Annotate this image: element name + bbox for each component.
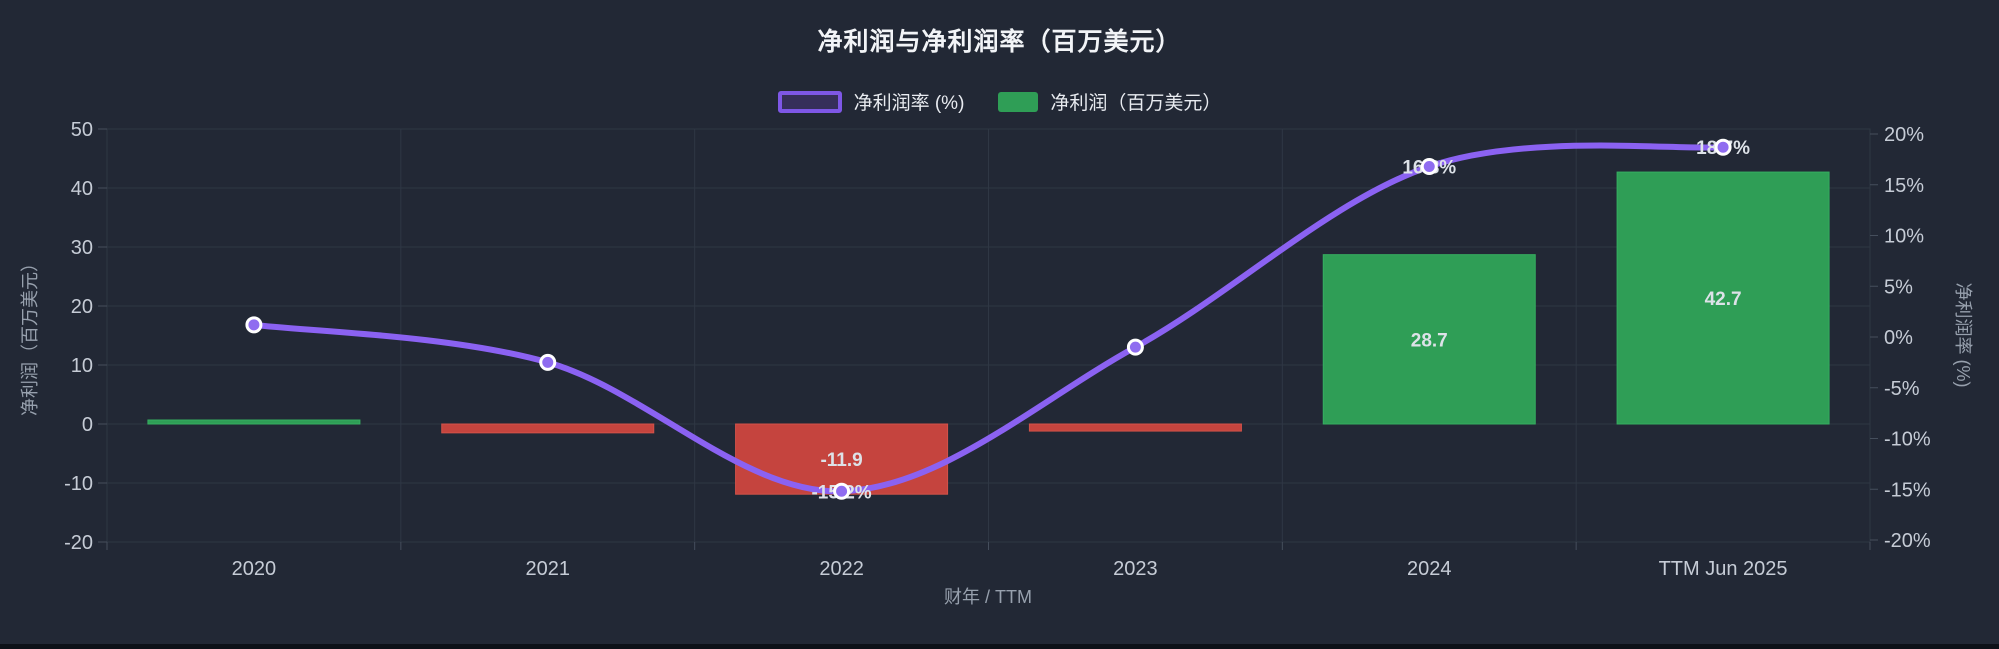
y-left-tick-label: 0 — [82, 414, 93, 436]
y-right-tick-label: 10% — [1884, 226, 1924, 248]
x-category-label: 2021 — [526, 558, 571, 580]
y-left-tick-label: 30 — [71, 237, 93, 259]
left-axis-name: 净利润（百万美元） — [20, 254, 40, 416]
x-category-label: TTM Jun 2025 — [1659, 558, 1788, 580]
net-margin-line — [250, 142, 1727, 495]
y-right-tick-label: 20% — [1884, 124, 1924, 146]
line-point-2020[interactable] — [245, 316, 263, 334]
legend-item-net-margin[interactable]: 净利润率 (%) — [777, 88, 965, 115]
bar-2023[interactable] — [1028, 423, 1242, 432]
x-category-label: 2022 — [819, 558, 864, 580]
y-right-tick-label: 0% — [1884, 327, 1913, 349]
y-left-tick-label: 40 — [71, 178, 93, 200]
right-axis-name: 净利润率 (%) — [1953, 283, 1973, 388]
bar-label: 42.7 — [1705, 289, 1742, 310]
legend-line-label: 净利润率 (%) — [853, 93, 965, 114]
y-left-tick-label: 20 — [71, 296, 93, 318]
bar-label: -11.9 — [820, 450, 862, 471]
bottom-strip — [0, 644, 1999, 649]
line-point-2023[interactable] — [1126, 338, 1144, 356]
y-left-tick-label: -10 — [64, 473, 93, 495]
legend-item-net-profit[interactable]: 净利润（百万美元） — [998, 88, 1221, 115]
x-category-label: 2020 — [232, 558, 277, 580]
chart-title: 净利润与净利润率（百万美元） — [817, 28, 1182, 56]
y-right-tick-label: 15% — [1884, 175, 1924, 197]
bar-series-swatch-icon — [998, 91, 1039, 112]
bar-2021[interactable] — [441, 423, 655, 434]
y-right-tick-label: 5% — [1884, 276, 1913, 298]
x-category-label: 2023 — [1113, 558, 1158, 580]
x-axis-name: 财年 / TTM — [944, 587, 1032, 607]
line-point-2024[interactable] — [1420, 157, 1438, 175]
y-left-tick-label: 10 — [71, 355, 93, 377]
y-left-tick-label: -20 — [64, 532, 93, 554]
line-series-swatch-icon — [777, 90, 842, 113]
bar-label: 28.7 — [1411, 330, 1448, 351]
legend-bar-label: 净利润（百万美元） — [1050, 93, 1222, 114]
y-right-tick-label: -15% — [1884, 479, 1931, 501]
y-right-tick-label: -20% — [1884, 530, 1931, 552]
bar-TTM Jun 2025[interactable] — [1616, 171, 1830, 425]
legend: 净利润率 (%) 净利润（百万美元） — [0, 88, 1999, 115]
y-right-tick-label: -5% — [1884, 378, 1920, 400]
bar-2020[interactable] — [147, 419, 361, 425]
line-point-2022[interactable] — [833, 482, 851, 500]
bar-2024[interactable] — [1322, 254, 1536, 425]
y-right-tick-label: -10% — [1884, 429, 1931, 451]
x-category-label: 2024 — [1407, 558, 1452, 580]
line-point-TTM Jun 2025[interactable] — [1714, 138, 1732, 156]
line-point-2021[interactable] — [539, 353, 557, 371]
y-left-tick-label: 50 — [71, 119, 93, 141]
bar-2022[interactable] — [735, 423, 949, 495]
